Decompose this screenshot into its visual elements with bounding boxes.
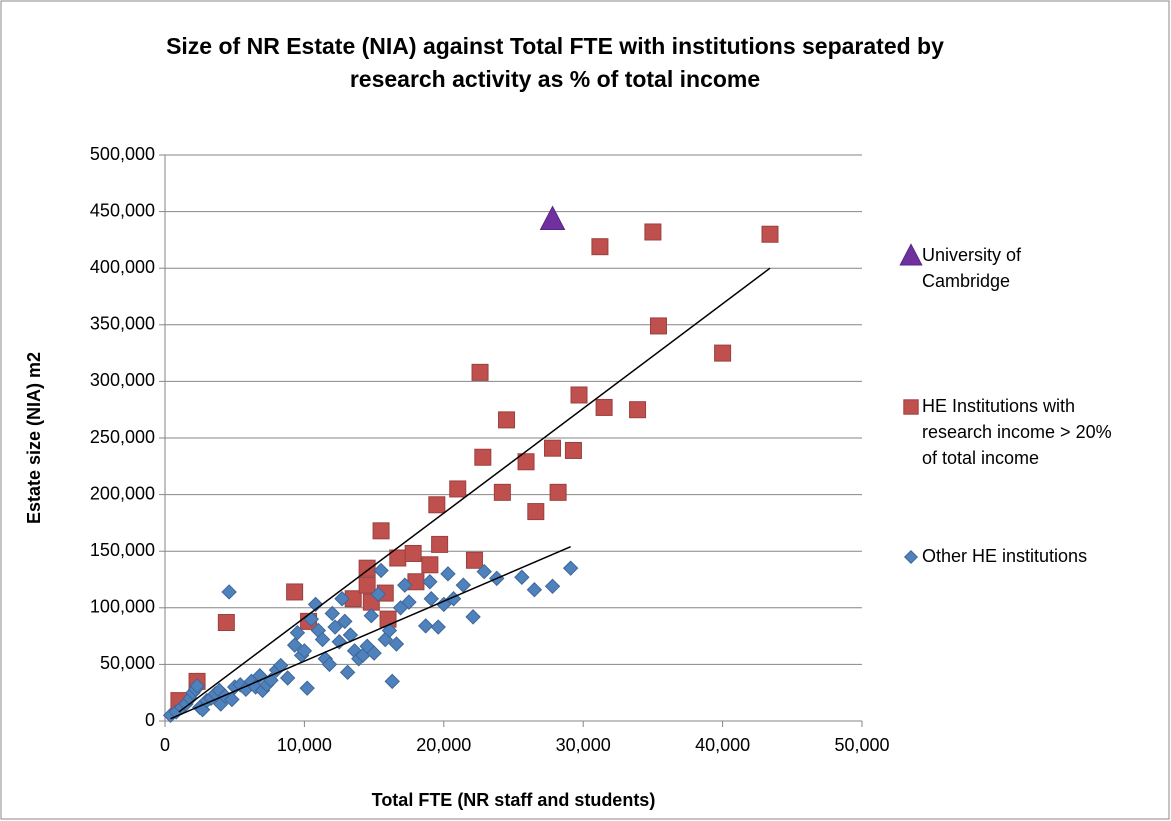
marker-square <box>217 614 235 632</box>
y-tick-label: 50,000 <box>100 653 155 673</box>
x-tick-label: 40,000 <box>695 735 750 755</box>
marker-square <box>286 583 304 601</box>
marker-diamond <box>430 619 446 635</box>
marker-square <box>404 544 422 562</box>
marker-square <box>527 503 545 521</box>
marker-diamond <box>366 645 382 661</box>
y-tick-label: 350,000 <box>90 314 155 334</box>
y-tick-label: 150,000 <box>90 540 155 560</box>
y-tick-label: 400,000 <box>90 257 155 277</box>
marker-square <box>761 225 779 243</box>
marker-diamond <box>562 560 579 576</box>
marker-diamond <box>299 680 315 696</box>
marker-square <box>493 483 511 501</box>
marker-diamond <box>417 618 434 634</box>
marker-diamond <box>272 657 289 674</box>
marker-diamond <box>381 622 398 639</box>
marker-square <box>421 556 439 574</box>
marker-diamond <box>321 656 338 673</box>
marker-diamond <box>289 624 306 641</box>
marker-square <box>644 223 662 241</box>
marker-diamond <box>422 574 438 590</box>
marker-diamond <box>526 581 543 598</box>
legend-label: HE Institutions with research income > 2… <box>922 396 1112 468</box>
marker-square <box>471 363 489 381</box>
marker-triangle <box>539 205 566 231</box>
marker-diamond <box>314 631 331 648</box>
marker-square <box>570 386 588 404</box>
trend-line <box>178 267 771 713</box>
marker-square <box>449 480 467 498</box>
marker-square <box>591 238 609 256</box>
marker-diamond <box>279 670 296 686</box>
marker-diamond <box>476 563 492 580</box>
legend-label: Other HE institutions <box>922 546 1088 566</box>
y-tick-label: 200,000 <box>90 483 155 503</box>
marker-square <box>595 398 613 416</box>
marker-square <box>428 496 446 514</box>
marker-square <box>903 399 919 415</box>
marker-diamond <box>307 596 324 613</box>
marker-square <box>649 317 667 335</box>
x-tick-label: 0 <box>160 735 170 755</box>
marker-square <box>407 573 425 591</box>
marker-square <box>498 411 516 429</box>
marker-diamond <box>224 691 240 708</box>
marker-square <box>629 401 647 419</box>
legend-label: University of Cambridge <box>922 245 1022 291</box>
marker-diamond <box>373 562 389 579</box>
y-tick-label: 500,000 <box>90 144 155 164</box>
x-axis-title: Total FTE (NR staff and students) <box>372 790 656 810</box>
marker-triangle <box>899 243 923 266</box>
x-tick-label: 30,000 <box>556 735 611 755</box>
marker-square <box>358 559 376 577</box>
marker-diamond <box>544 578 561 594</box>
marker-square <box>372 522 390 540</box>
marker-square <box>544 439 562 457</box>
marker-diamond <box>324 605 340 622</box>
y-tick-label: 450,000 <box>90 200 155 220</box>
marker-diamond <box>388 636 405 652</box>
marker-diamond <box>397 577 413 593</box>
marker-diamond <box>370 586 386 602</box>
marker-diamond <box>423 591 439 607</box>
marker-diamond <box>221 584 237 600</box>
marker-diamond <box>440 566 456 582</box>
marker-diamond <box>903 549 919 565</box>
marker-square <box>714 344 732 362</box>
y-tick-label: 100,000 <box>90 597 155 617</box>
marker-diamond <box>514 569 530 585</box>
marker-diamond <box>334 591 350 607</box>
y-tick-label: 300,000 <box>90 370 155 390</box>
marker-square <box>431 535 449 553</box>
marker-square <box>358 576 376 594</box>
marker-diamond <box>363 608 380 624</box>
chart-title: Size of NR Estate (NIA) against Total FT… <box>166 33 944 92</box>
y-axis-title: Estate size (NIA) m2 <box>24 352 44 524</box>
marker-diamond <box>339 664 356 681</box>
marker-square <box>549 483 567 501</box>
y-tick-label: 0 <box>145 710 155 730</box>
marker-square <box>465 551 483 569</box>
marker-diamond <box>296 643 313 659</box>
marker-diamond <box>384 673 400 690</box>
x-tick-label: 20,000 <box>416 735 471 755</box>
trend-line <box>170 545 571 720</box>
marker-square <box>564 441 582 459</box>
x-tick-label: 10,000 <box>277 735 332 755</box>
marker-diamond <box>286 637 303 653</box>
marker-diamond <box>337 613 353 630</box>
marker-square <box>517 453 535 471</box>
marker-diamond <box>401 594 417 610</box>
marker-diamond <box>465 609 481 625</box>
marker-diamond <box>436 596 452 613</box>
marker-diamond <box>327 619 343 635</box>
y-tick-label: 250,000 <box>90 427 155 447</box>
x-tick-label: 50,000 <box>834 735 889 755</box>
marker-diamond <box>189 678 205 694</box>
marker-square <box>474 448 492 466</box>
